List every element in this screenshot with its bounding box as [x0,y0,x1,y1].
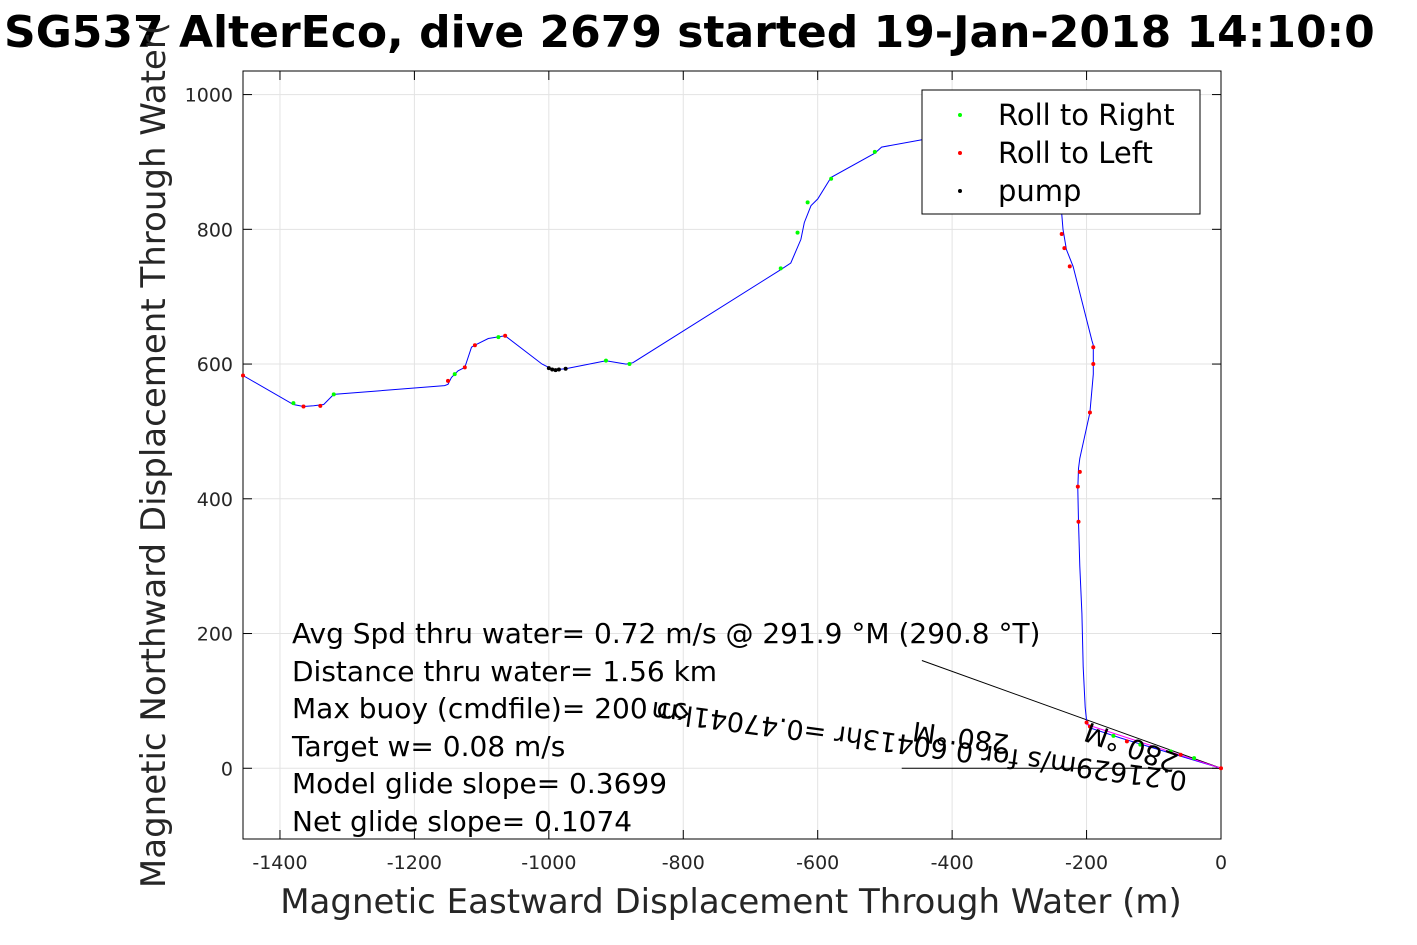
roll-right-point [1192,756,1197,761]
y-tick-label: 600 [197,354,233,376]
x-tick-label: -400 [931,852,974,874]
pump-point [563,366,568,371]
legend: Roll to Right Roll to Left pump [921,89,1201,215]
x-tick-label: -1200 [387,852,442,874]
pump-point [556,367,561,372]
y-tick-label: 400 [197,489,233,511]
roll-left-point [1087,724,1092,729]
y-axis-label: Magnetic Northward Displacement Through … [134,22,174,888]
axis-ticks: -1400 -1200 -1000 -800 -600 -400 -200 0 0 200 400 6… [185,71,1227,874]
roll-right-point [1138,742,1143,747]
glide-line [1086,724,1222,769]
roll-right-point [1168,749,1173,754]
roll-left-point [462,365,467,370]
dive-track-line [242,139,1222,769]
stat-max-buoy: Max buoy (cmdfile)= 200 cc [292,692,687,725]
x-tick-label: 0 [1215,852,1227,874]
roll-right-point [627,362,632,367]
roll-left-point [1087,410,1092,415]
roll-right-point [452,372,457,377]
stat-target-w: Target w= 0.08 m/s [291,730,565,763]
y-tick-label: 0 [221,758,233,780]
stat-net-glide-slope: Net glide slope= 0.1074 [292,805,632,838]
roll-left-point [1178,752,1183,757]
legend-roll-right-label: Roll to Right [998,98,1175,132]
roll-right-point [829,176,834,181]
roll-left-point [1124,739,1129,744]
roll-right-point [778,266,783,271]
roll-left-point [241,373,245,378]
roll-left-point [1076,519,1081,524]
x-axis-label: Magnetic Eastward Displacement Through W… [280,882,1182,922]
roll-left-point [318,403,323,408]
pump-point [546,366,551,371]
stat-model-glide-slope: Model glide slope= 0.3699 [292,767,667,800]
roll-left-point [446,378,451,383]
stat-avg-speed: Avg Spd thru water= 0.72 m/s @ 291.9 °M … [292,617,1040,650]
roll-right-point [331,392,336,397]
roll-right-point [872,149,877,154]
x-tick-label: -1000 [521,852,576,874]
roll-left-point [1091,345,1096,350]
y-tick-label: 200 [197,624,233,646]
stats-block: Avg Spd thru water= 0.72 m/s @ 291.9 °M … [291,617,1040,838]
legend-pump-label: pump [998,174,1081,208]
roll-left-point [1075,484,1080,489]
x-tick-label: -1400 [252,852,307,874]
legend-pump-swatch [958,189,962,193]
roll-right-point [805,200,810,205]
legend-roll-left-swatch [958,151,962,155]
y-tick-label: 800 [197,219,233,241]
roll-left-point [1084,720,1089,725]
roll-left-point [503,333,508,338]
x-tick-label: -600 [796,852,839,874]
x-tick-label: -200 [1065,852,1108,874]
roll-markers [241,149,1223,771]
roll-left-point [1219,766,1223,771]
roll-right-point [795,230,800,235]
roll-left-point [1059,232,1064,237]
x-tick-label: -800 [662,852,705,874]
roll-right-point [1111,733,1116,738]
legend-roll-right-swatch [958,113,962,117]
legend-roll-left-label: Roll to Left [998,136,1153,170]
plot-area-frame [242,70,1222,840]
stat-distance: Distance thru water= 1.56 km [292,655,717,688]
roll-left-point [301,404,306,409]
roll-left-point [1062,246,1067,251]
roll-left-point [472,343,477,348]
roll-right-point [496,335,501,340]
roll-right-point [291,401,296,406]
roll-right-point [603,358,608,363]
roll-left-point [1077,469,1082,474]
roll-left-point [1091,362,1096,367]
roll-left-point [1067,264,1072,269]
chart-title: SG537 AlterEco, dive 2679 started 19-Jan… [4,7,1375,58]
y-tick-label: 1000 [185,85,233,107]
pump-point [553,368,558,373]
pump-point [550,367,555,372]
legend-box [921,89,1201,215]
